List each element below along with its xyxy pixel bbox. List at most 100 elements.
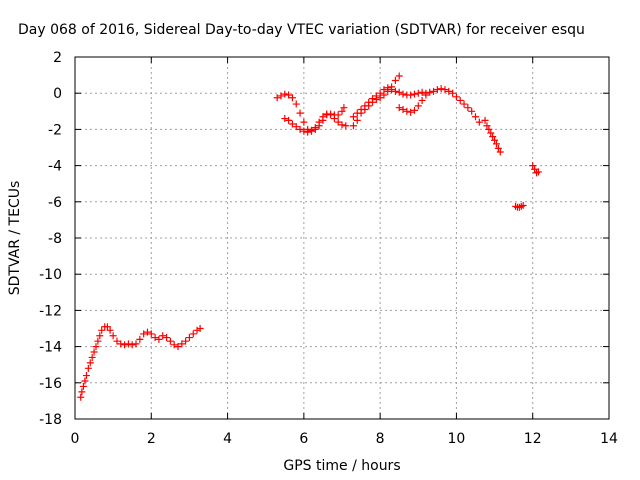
data-point <box>81 377 89 385</box>
data-point <box>174 343 182 351</box>
data-point <box>496 148 504 156</box>
data-point <box>399 90 407 98</box>
data-point <box>277 92 285 100</box>
data-point <box>88 353 96 361</box>
data-point <box>369 95 377 103</box>
data-point <box>124 340 132 348</box>
data-point <box>94 337 102 345</box>
data-point <box>395 104 403 112</box>
data-point <box>529 162 537 170</box>
y-tick-label: -6 <box>48 195 62 211</box>
data-point <box>79 382 87 390</box>
data-point <box>414 89 422 97</box>
data-point <box>414 102 422 110</box>
data-point <box>531 165 539 173</box>
data-point <box>353 116 361 124</box>
x-tick-label: 10 <box>448 431 466 447</box>
data-point <box>391 87 399 95</box>
data-point <box>365 98 373 106</box>
data-point <box>481 116 489 124</box>
series-upper-arc-1 <box>273 90 348 135</box>
data-point <box>159 332 167 340</box>
data-point <box>433 86 441 94</box>
x-tick-labels: 0 2 4 6 8 10 12 14 <box>71 431 618 447</box>
data-point <box>475 118 483 126</box>
data-point <box>349 122 357 130</box>
data-point <box>492 140 500 148</box>
data-point <box>96 332 104 340</box>
data-point <box>395 88 403 96</box>
data-point <box>113 337 121 345</box>
data-point <box>117 340 125 348</box>
data-point <box>311 124 319 132</box>
data-point <box>77 393 85 401</box>
data-point <box>307 126 315 134</box>
data-point <box>86 359 94 367</box>
data-point <box>338 121 346 129</box>
y-tick-label: -18 <box>39 412 62 428</box>
x-tick-label: 4 <box>223 431 232 447</box>
data-point <box>109 332 117 340</box>
data-point <box>361 102 369 110</box>
data-point <box>151 334 159 342</box>
data-point <box>426 88 434 96</box>
data-point <box>349 113 357 121</box>
data-point <box>407 108 415 116</box>
data-point <box>128 341 136 349</box>
data-point <box>334 111 342 119</box>
data-point <box>489 133 497 141</box>
data-point <box>410 90 418 98</box>
series-late-dip <box>512 201 527 211</box>
data-point <box>106 326 114 334</box>
data-point <box>189 330 197 338</box>
x-tick-label: 8 <box>376 431 385 447</box>
series-morning-segment <box>77 323 204 401</box>
x-axis-label: GPS time / hours <box>283 458 400 474</box>
data-point <box>143 328 151 336</box>
data-point <box>418 96 426 104</box>
y-tick-label: -16 <box>39 376 62 392</box>
y-tick-labels: -18 -16 -14 -12 -10 -8 -6 -4 -2 0 2 <box>39 50 62 428</box>
data-point <box>92 343 100 351</box>
data-point <box>140 330 148 338</box>
data-point <box>376 89 384 97</box>
data-point <box>519 201 527 209</box>
y-tick-label: -8 <box>48 231 62 247</box>
data-point <box>422 91 430 99</box>
series-upper-arc-4 <box>349 84 483 126</box>
y-tick-label: -14 <box>39 340 62 356</box>
data-point <box>391 77 399 85</box>
data-point <box>357 105 365 113</box>
data-point <box>292 100 300 108</box>
chart-title: Day 068 of 2016, Sidereal Day-to-day VTE… <box>18 22 585 38</box>
data-point <box>384 84 392 92</box>
data-point <box>147 330 155 338</box>
x-tick-label: 0 <box>71 431 80 447</box>
data-point <box>82 372 90 380</box>
data-point <box>380 86 388 94</box>
data-point <box>353 109 361 117</box>
data-point <box>491 136 499 144</box>
data-point <box>300 127 308 135</box>
data-point <box>136 335 144 343</box>
data-point <box>464 104 472 112</box>
data-point <box>410 106 418 114</box>
data-point <box>281 115 289 123</box>
data-point <box>304 128 312 136</box>
data-point <box>90 348 98 356</box>
series-evening-tail <box>481 116 504 156</box>
data-point <box>323 110 331 118</box>
data-point <box>285 91 293 99</box>
plot-frame <box>74 56 610 420</box>
data-point <box>196 325 204 332</box>
data-point <box>121 341 129 349</box>
y-tick-label: -4 <box>48 159 62 175</box>
series-final-points <box>529 162 542 177</box>
data-point <box>330 115 338 123</box>
data-point <box>296 109 304 117</box>
data-point <box>288 94 296 102</box>
data-point <box>534 168 542 176</box>
data-point <box>273 94 281 102</box>
data-point <box>292 123 300 131</box>
data-point <box>334 118 342 126</box>
